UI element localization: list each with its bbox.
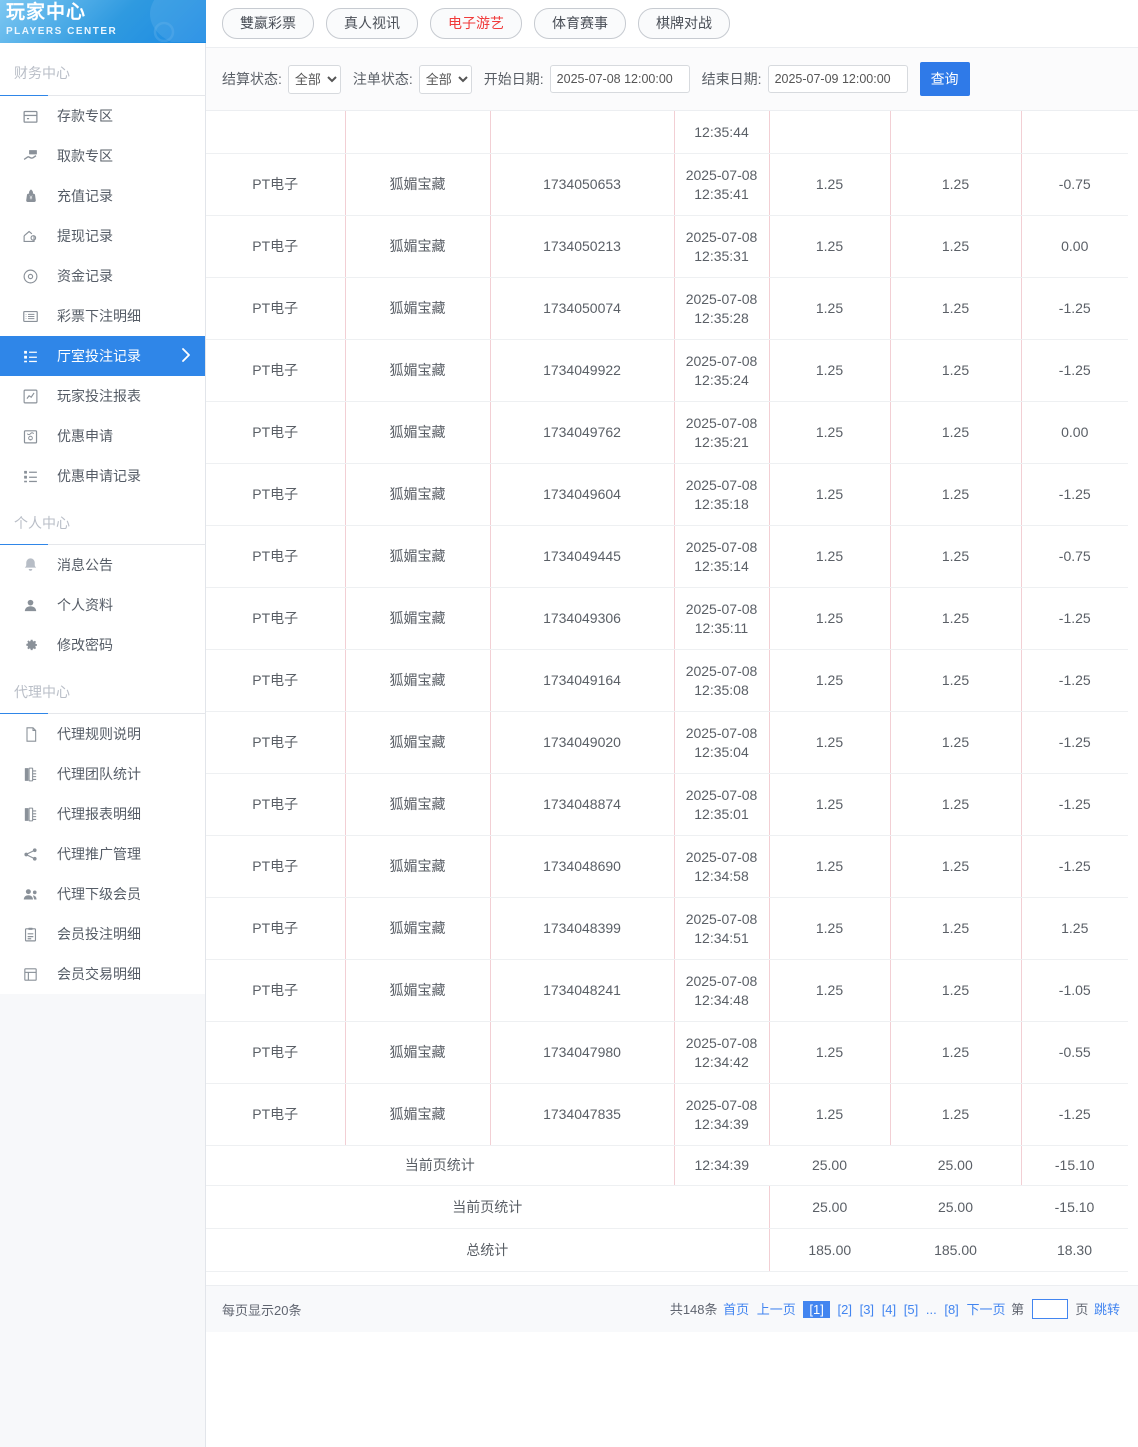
svg-text:¥: ¥ bbox=[29, 195, 32, 201]
